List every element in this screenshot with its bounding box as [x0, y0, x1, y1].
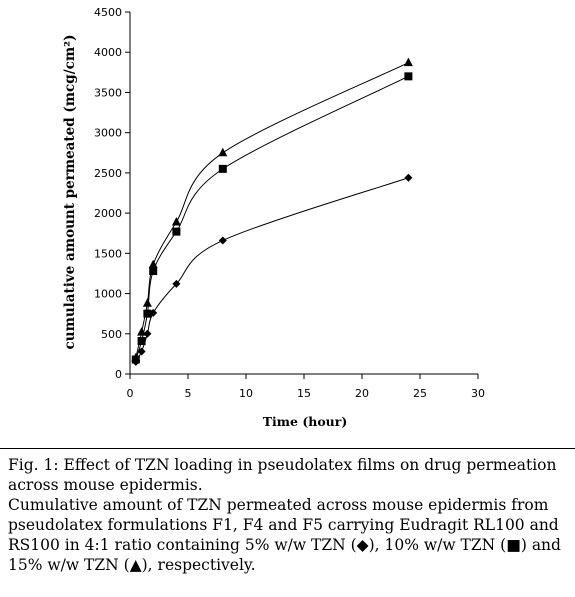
- y-tick-label-500: 500: [101, 328, 122, 341]
- x-tick-label-0: 0: [127, 387, 134, 400]
- y-tick-label-1500: 1500: [94, 247, 122, 260]
- series-triangle-point-1: [137, 327, 147, 336]
- series-triangle-point-3: [148, 259, 158, 269]
- series-square-point-3: [149, 267, 158, 276]
- x-tick-label-5: 5: [185, 387, 192, 400]
- x-tick-label-25: 25: [413, 387, 427, 400]
- caption-divider: [0, 448, 575, 449]
- series-diamond-point-2: [143, 329, 152, 338]
- caption-title: Fig. 1: Effect of TZN loading in pseudol…: [8, 456, 557, 494]
- series-square-point-2: [143, 309, 152, 318]
- series-square-point-6: [404, 72, 413, 81]
- x-tick-label-10: 10: [239, 387, 253, 400]
- series-diamond-point-6: [404, 173, 413, 182]
- x-tick-label-15: 15: [297, 387, 311, 400]
- plot-area: 0 500 1000 1500 2000 2500 3000 3500 4000 4500 0 5 10…: [94, 6, 485, 400]
- caption-description: Cumulative amount of TZN permeated acros…: [8, 496, 561, 574]
- series-square-point-5: [218, 164, 227, 173]
- y-tick-label-4500: 4500: [94, 6, 122, 19]
- series-diamond-point-4: [172, 279, 181, 288]
- series-triangle-point-0: [131, 352, 141, 362]
- x-axis-label: Time (hour): [263, 414, 348, 429]
- y-tick-label-2000: 2000: [94, 207, 122, 220]
- series-triangle-point-5: [218, 147, 228, 157]
- y-tick-label-3000: 3000: [94, 127, 122, 140]
- series-diamond-point-5: [218, 236, 227, 245]
- series-triangle-point-4: [171, 216, 181, 226]
- series-triangle-line: [135, 62, 409, 359]
- y-tick-label-4000: 4000: [94, 46, 122, 59]
- y-axis-label: cumulative amount permeated (mcg/cm²): [62, 35, 78, 350]
- series-triangle-point-6: [403, 57, 413, 67]
- x-tick-label-30: 30: [471, 387, 485, 400]
- chart: 0 500 1000 1500 2000 2500 3000 3500 4000 4500 0 5 10…: [62, 6, 485, 429]
- figure-caption: Fig. 1: Effect of TZN loading in pseudol…: [8, 455, 568, 575]
- series-square-point-4: [172, 227, 181, 236]
- series-square-point-1: [137, 337, 146, 346]
- y-tick-label-3500: 3500: [94, 86, 122, 99]
- y-tick-label-0: 0: [115, 368, 122, 381]
- series-diamond-line: [135, 177, 409, 363]
- x-tick-label-20: 20: [355, 387, 369, 400]
- y-tick-label-2500: 2500: [94, 167, 122, 180]
- series-triangle-point-2: [142, 298, 152, 307]
- y-tick-label-1000: 1000: [94, 288, 122, 301]
